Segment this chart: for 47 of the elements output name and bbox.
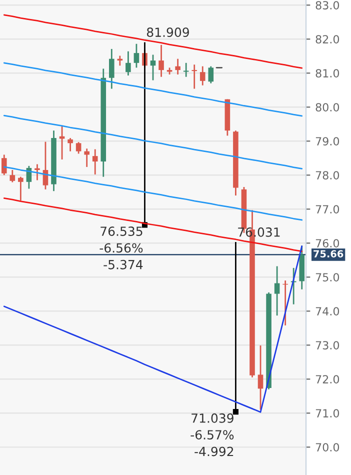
y-tick-label: 80.0 [316,103,340,112]
y-tick-label: 77.0 [316,205,340,214]
line-series [3,245,303,413]
candlestick [150,54,156,81]
candlestick [183,62,189,78]
candlestick [208,66,214,84]
candlestick [258,344,264,410]
y-tick-label: 73.0 [316,341,340,350]
y-tick-label: 72.0 [316,375,340,384]
candlestick [175,58,180,76]
y-tick-label: 79.0 [316,137,340,146]
y-tick-label: 75.0 [316,273,340,282]
candlestick [274,266,280,316]
line-series [3,62,303,117]
annotation: -6.56% [100,243,143,253]
annotation: 81.909 [146,28,189,37]
candlestick [126,50,131,76]
y-tick-label: 70.0 [316,443,340,452]
annotation: -4.992 [194,446,234,456]
candlestick [18,176,24,202]
line-series [3,114,303,170]
candlestick [34,164,40,181]
y-tick-label: 83.0 [316,1,340,10]
candlestick [134,43,140,68]
annotation: -6.57% [190,430,234,440]
y-tick-label: 78.0 [316,171,340,180]
candlestick [200,66,206,86]
candlestick [68,137,73,152]
annotation: 76.535 [100,226,142,236]
y-tick-label: 74.0 [316,307,340,316]
y-tick-label: 76.0 [316,239,340,248]
candlestick [158,44,164,78]
line-series [3,198,303,252]
y-tick-label: 71.0 [316,409,340,418]
candlestick [192,64,197,90]
candlestick [76,141,82,154]
candlestick [84,148,90,168]
candlestick [92,148,98,176]
candlestick [109,48,114,90]
y-tick-label: 81.0 [316,69,340,78]
ref-line-label: 75.66 [314,250,344,258]
y-tick-label: 82.0 [316,35,340,44]
annotation: -5.374 [104,260,143,270]
candlestick [10,169,16,183]
line-series [3,14,303,69]
candlestick [1,154,7,176]
annotation: 71.039 [192,413,234,423]
